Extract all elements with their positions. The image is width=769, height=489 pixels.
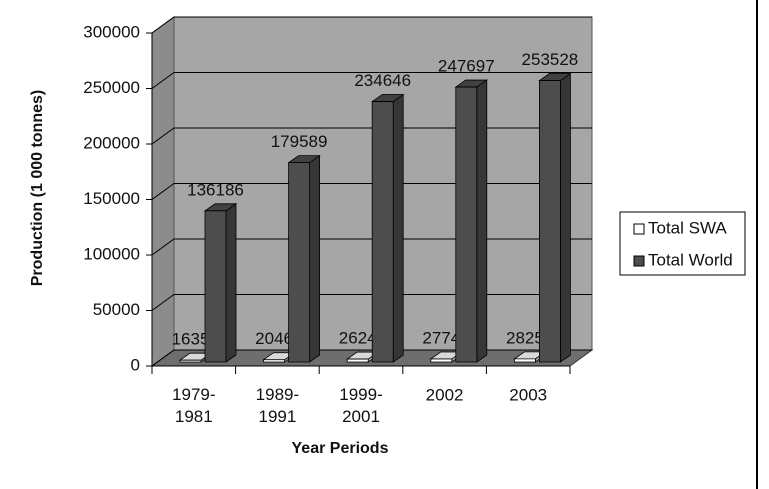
value-label: 2624 — [339, 329, 377, 348]
bar-front — [288, 162, 311, 363]
legend-swatch — [633, 255, 645, 267]
bar-front — [263, 359, 286, 363]
grid-line — [151, 294, 592, 311]
y-tick-label: 50000 — [93, 300, 140, 319]
grid-line — [151, 127, 592, 145]
bar — [454, 79, 489, 363]
bar-front — [346, 358, 369, 363]
value-label: 2774 — [422, 328, 460, 347]
y-tick-label: 150000 — [83, 189, 140, 208]
legend-label: Total SWA — [648, 218, 727, 237]
legend-label: Total World — [648, 250, 733, 269]
value-label: 136186 — [187, 180, 244, 199]
y-tick-label: 250000 — [83, 78, 140, 97]
y-tick-label: 0 — [131, 355, 140, 374]
grid-line — [151, 72, 592, 89]
bar-front — [371, 101, 394, 363]
value-label: 234646 — [354, 71, 411, 90]
bar-front — [514, 358, 536, 363]
grid-line — [151, 183, 592, 200]
bar-front — [179, 359, 202, 363]
grid-line — [151, 16, 592, 34]
bar — [538, 72, 572, 363]
y-tick-label: 200000 — [83, 133, 140, 152]
x-tick-label: 1989-1991 — [256, 385, 299, 426]
grid-line — [151, 349, 592, 367]
value-label: 179589 — [271, 132, 328, 151]
value-label: 2046 — [255, 329, 293, 348]
x-tick-label: 2002 — [426, 385, 464, 404]
bar-front — [539, 80, 561, 363]
bar-side — [225, 203, 237, 363]
y-tick-label: 300000 — [83, 22, 140, 41]
x-axis-title: Year Periods — [292, 440, 389, 457]
x-tick-label: 1979-1981 — [172, 385, 215, 426]
grid-line — [151, 238, 592, 256]
bar-side — [309, 154, 321, 363]
bar-side — [560, 72, 571, 363]
value-label: 253528 — [522, 50, 579, 69]
value-label: 2825 — [506, 328, 544, 347]
x-tick-label: 2003 — [509, 385, 547, 404]
bar-side — [392, 93, 404, 363]
legend-swatch — [633, 223, 645, 235]
bar-front — [204, 210, 227, 363]
y-axis-title: Production (1 000 tonnes) — [29, 90, 46, 286]
y-tick-label: 100000 — [83, 244, 140, 263]
bar — [287, 154, 321, 363]
value-label: 1635 — [172, 330, 210, 349]
bar-front — [455, 86, 478, 363]
value-label: 247697 — [438, 57, 495, 76]
bar — [370, 93, 405, 363]
bar — [203, 203, 238, 363]
bar-front — [430, 358, 453, 363]
bar-side — [476, 79, 488, 363]
x-tick-label: 1999-2001 — [339, 385, 382, 426]
